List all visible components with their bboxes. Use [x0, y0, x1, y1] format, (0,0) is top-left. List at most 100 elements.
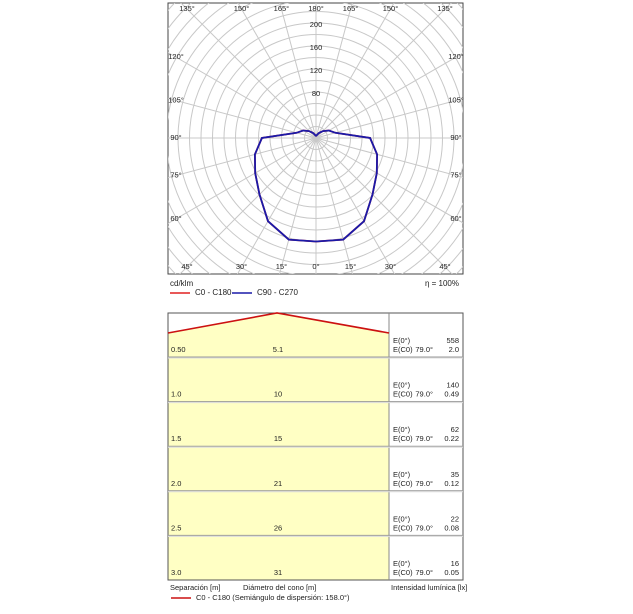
theta-tick-label: 60° — [450, 214, 461, 223]
unit-label: cd/klm — [170, 279, 193, 288]
theta-tick-label: 180° — [308, 4, 324, 13]
legend-label: C0 - C180 — [195, 288, 232, 297]
height: 1.5 — [171, 434, 181, 443]
e0-value: 35 — [451, 470, 459, 479]
theta-tick-label: 135° — [179, 4, 195, 13]
diameter: 5.1 — [273, 345, 283, 354]
legend-label: C90 - C270 — [257, 288, 298, 297]
grid-spoke — [236, 137, 317, 274]
theta-tick-label: 60° — [170, 214, 181, 223]
theta-tick-label: 75° — [170, 170, 181, 179]
theta-tick-label: 105° — [448, 95, 464, 104]
e0-label: E(0°) — [393, 559, 411, 568]
height: 2.5 — [171, 523, 181, 532]
ec0-value: 0.49 — [444, 390, 459, 399]
ec0-value: 0.05 — [444, 568, 459, 577]
grid-spoke — [315, 52, 463, 139]
grid-spoke — [315, 3, 452, 139]
polar-curve — [315, 129, 379, 243]
grid-spoke — [315, 3, 353, 139]
e0-value: 62 — [451, 425, 459, 434]
theta-tick-label: 165° — [274, 4, 290, 13]
r-tick-label: 200 — [310, 20, 323, 29]
ec0-label: E(C0) — [393, 390, 413, 399]
theta-tick-label: 15° — [345, 262, 356, 271]
x-label: Separación [m] — [170, 583, 220, 592]
grid-spoke — [315, 137, 396, 274]
e0-value: 140 — [446, 381, 459, 390]
ec0-label: E(C0) — [393, 523, 413, 532]
grid-spoke — [168, 137, 317, 179]
theta-tick-label: 45° — [181, 262, 192, 271]
ec0-label: E(C0) — [393, 345, 413, 354]
e0-label: E(0°) — [393, 514, 411, 523]
ec0-label: E(C0) — [393, 434, 413, 443]
r-tick-label: 80 — [312, 89, 320, 98]
ec0-value: 0.08 — [444, 523, 459, 532]
ec0-value: 2.0 — [449, 345, 459, 354]
grid-spoke — [315, 3, 395, 139]
theta-tick-label: 15° — [276, 262, 287, 271]
r-tick-label: 120 — [310, 66, 323, 75]
diameter: 31 — [274, 568, 282, 577]
theta-tick-label: 30° — [385, 262, 396, 271]
e0-label: E(0°) — [393, 425, 411, 434]
theta-tick-label: 105° — [168, 95, 184, 104]
angle-label: 79.0° — [415, 568, 433, 577]
angle-label: 79.0° — [415, 434, 433, 443]
e0-label: E(0°) — [393, 336, 411, 345]
angle-label: 79.0° — [415, 390, 433, 399]
diameter: 15 — [274, 434, 282, 443]
grid-spoke — [279, 137, 317, 274]
cone-edge — [167, 312, 390, 334]
grid-spoke — [315, 137, 453, 274]
theta-tick-label: 165° — [343, 4, 359, 13]
theta-tick-label: 90° — [170, 133, 181, 142]
efficiency-label: η = 100% — [425, 279, 459, 288]
legend-label: C0 - C180 (Semiángulo de dispersión: 158… — [196, 593, 350, 602]
theta-tick-label: 45° — [439, 262, 450, 271]
grid-spoke — [168, 137, 317, 225]
e0-value: 558 — [446, 336, 459, 345]
theta-tick-label: 120° — [168, 52, 184, 61]
theta-tick-label: 75° — [450, 170, 461, 179]
angle-label: 79.0° — [415, 479, 433, 488]
grid-spoke — [168, 97, 317, 139]
grid-spoke — [315, 137, 463, 178]
r-tick-label: 160 — [310, 43, 323, 52]
diameter: 26 — [274, 523, 282, 532]
height: 3.0 — [171, 568, 181, 577]
e0-value: 22 — [451, 514, 459, 523]
height: 1.0 — [171, 390, 181, 399]
e0-value: 16 — [451, 559, 459, 568]
grid-spoke — [168, 51, 317, 139]
theta-tick-label: 90° — [450, 133, 461, 142]
height: 0.50 — [171, 345, 186, 354]
diameter: 10 — [274, 390, 282, 399]
grid-spoke — [237, 3, 317, 139]
theta-tick-label: 30° — [236, 262, 247, 271]
theta-tick-label: 0° — [312, 262, 319, 271]
grid-spoke — [315, 137, 353, 274]
e0-label: E(0°) — [393, 381, 411, 390]
theta-tick-label: 120° — [448, 52, 464, 61]
angle-label: 79.0° — [415, 523, 433, 532]
grid-spoke — [315, 98, 463, 139]
theta-tick-label: 150° — [383, 4, 399, 13]
e0-label: E(0°) — [393, 470, 411, 479]
grid-spoke — [315, 137, 463, 224]
theta-tick-label: 135° — [437, 4, 453, 13]
height: 2.0 — [171, 479, 181, 488]
angle-label: 79.0° — [415, 345, 433, 354]
diameter: 21 — [274, 479, 282, 488]
ec0-value: 0.12 — [444, 479, 459, 488]
grid-spoke — [179, 137, 317, 274]
ec0-label: E(C0) — [393, 568, 413, 577]
grid-spoke — [180, 3, 317, 139]
theta-tick-label: 150° — [234, 4, 250, 13]
intensity-label: Intensidad lumínica [lx] — [391, 583, 467, 592]
diameter-label: Diámetro del cono [m] — [243, 583, 316, 592]
grid-spoke — [279, 3, 317, 139]
ec0-value: 0.22 — [444, 434, 459, 443]
